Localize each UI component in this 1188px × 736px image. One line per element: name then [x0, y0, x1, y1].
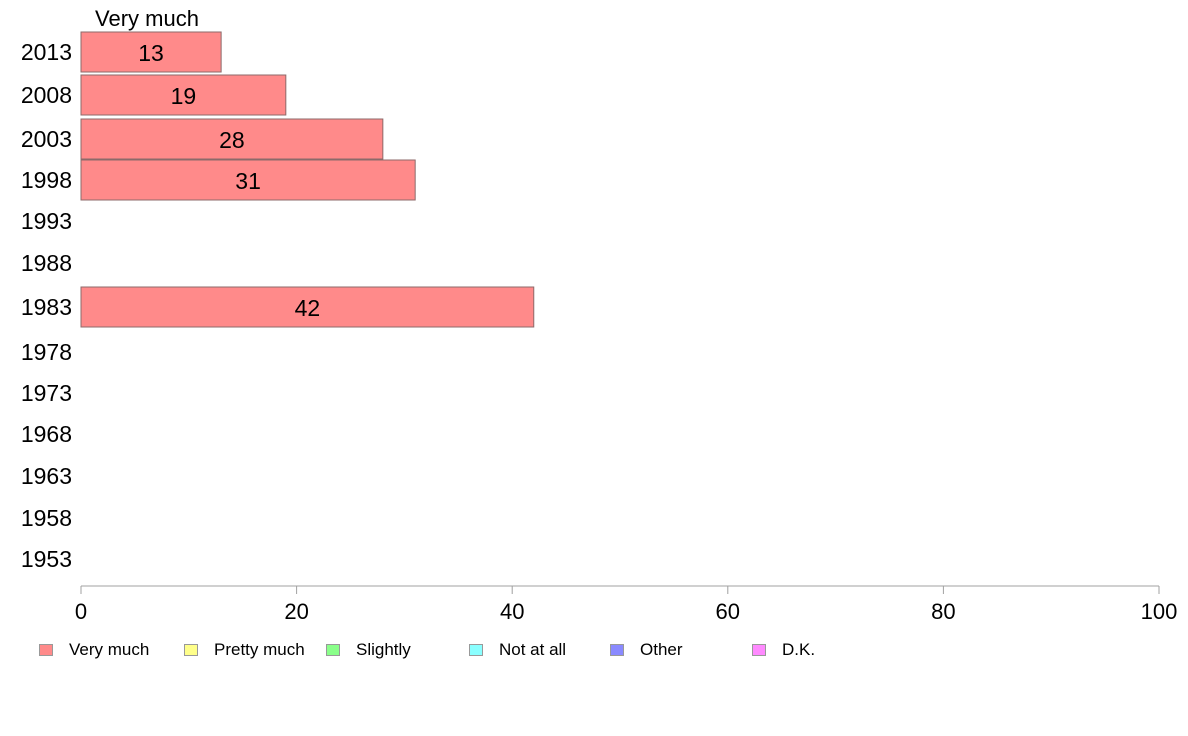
y-tick-label-2013: 2013 — [21, 39, 72, 65]
bar-value-label-2013: 13 — [138, 40, 164, 66]
y-tick-label-1963: 1963 — [21, 463, 72, 489]
x-tick-label-20: 20 — [284, 599, 308, 624]
legend-label: Slightly — [356, 640, 411, 659]
legend-swatch — [39, 644, 53, 656]
chart-title: Very much — [95, 6, 199, 31]
legend-swatch — [610, 644, 624, 656]
legend-item-pretty-much: Pretty much — [184, 639, 305, 661]
bar-2013 — [80, 31, 222, 73]
legend-label: Pretty much — [214, 640, 305, 659]
bar-label-layer: 13 19 28 31 42 — [138, 40, 320, 321]
legend-item-not-at-all: Not at all — [469, 639, 566, 661]
legend-swatch — [326, 644, 340, 656]
bar-1983 — [80, 286, 535, 328]
y-tick-label-1968: 1968 — [21, 421, 72, 447]
y-tick-label-1983: 1983 — [21, 294, 72, 320]
legend-swatch — [469, 644, 483, 656]
x-tick-label-0: 0 — [75, 599, 87, 624]
x-tick-label-80: 80 — [931, 599, 955, 624]
y-tick-label-1978: 1978 — [21, 339, 72, 365]
legend-label: Not at all — [499, 640, 567, 659]
y-tick-label-1953: 1953 — [21, 546, 72, 572]
legend: Very much Pretty much Slightly Not at all Ot… — [39, 639, 1159, 661]
bar-value-label-2008: 19 — [171, 83, 197, 109]
legend-swatch — [184, 644, 198, 656]
x-tick-label-60: 60 — [716, 599, 740, 624]
bar-layer — [80, 31, 535, 328]
y-tick-label-1993: 1993 — [21, 208, 72, 234]
legend-item-very-much: Very much — [39, 639, 149, 661]
legend-item-d-k: D.K. — [752, 639, 815, 661]
bar-2003 — [80, 118, 384, 160]
x-tick-label-100: 100 — [1141, 599, 1178, 624]
bar-value-label-2003: 28 — [219, 127, 245, 153]
y-tick-label-2008: 2008 — [21, 82, 72, 108]
bar-2008 — [80, 74, 287, 116]
y-tick-label-2003: 2003 — [21, 126, 72, 152]
bar-value-label-1998: 31 — [235, 168, 261, 194]
x-tick-label-40: 40 — [500, 599, 524, 624]
legend-label: D.K. — [782, 640, 816, 659]
bar-chart: Very much 13 19 28 31 42 2013 2008 2003 1998 199… — [21, 6, 1178, 624]
bar-1998 — [80, 159, 416, 201]
legend-item-other: Other — [610, 639, 683, 661]
y-tick-label-1973: 1973 — [21, 380, 72, 406]
legend-label: Very much — [69, 640, 150, 659]
legend-item-slightly: Slightly — [326, 639, 411, 661]
bar-value-label-1983: 42 — [295, 295, 321, 321]
y-axis-labels: 2013 2008 2003 1998 1993 1988 1983 1978 1973 1968… — [21, 39, 72, 572]
y-tick-label-1958: 1958 — [21, 505, 72, 531]
y-tick-label-1988: 1988 — [21, 250, 72, 276]
y-tick-label-1998: 1998 — [21, 167, 72, 193]
legend-swatch — [752, 644, 766, 656]
x-axis: 0 20 40 60 80 100 — [75, 585, 1178, 624]
legend-label: Other — [640, 640, 683, 659]
